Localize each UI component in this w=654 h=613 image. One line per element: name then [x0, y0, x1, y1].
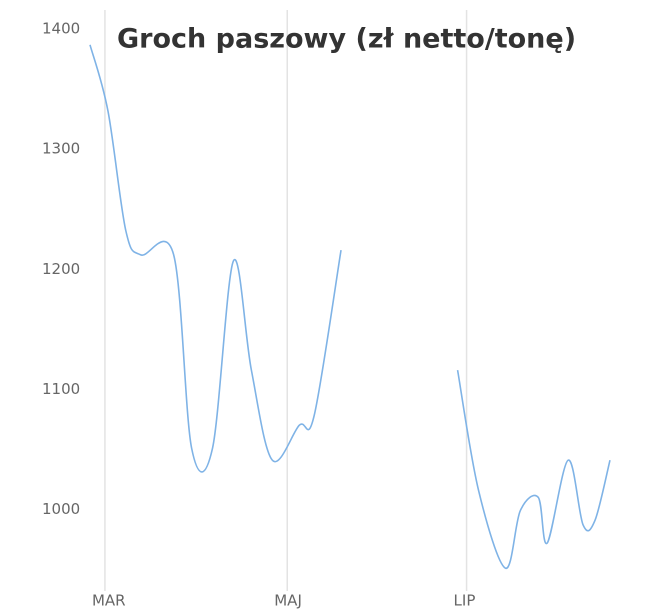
- y-tick-label: 1000: [42, 500, 80, 518]
- x-tick-label: LIP: [454, 592, 476, 610]
- chart-title: Groch paszowy (zł netto/tonę): [117, 24, 576, 55]
- y-tick-label: 1200: [42, 260, 80, 278]
- y-tick-label: 1400: [42, 20, 80, 38]
- y-tick-label: 1100: [42, 380, 80, 398]
- x-tick-label: MAR: [92, 592, 126, 610]
- y-tick-label: 1300: [42, 140, 80, 158]
- line: [89, 44, 611, 570]
- x-tick-label: MAJ: [274, 592, 302, 610]
